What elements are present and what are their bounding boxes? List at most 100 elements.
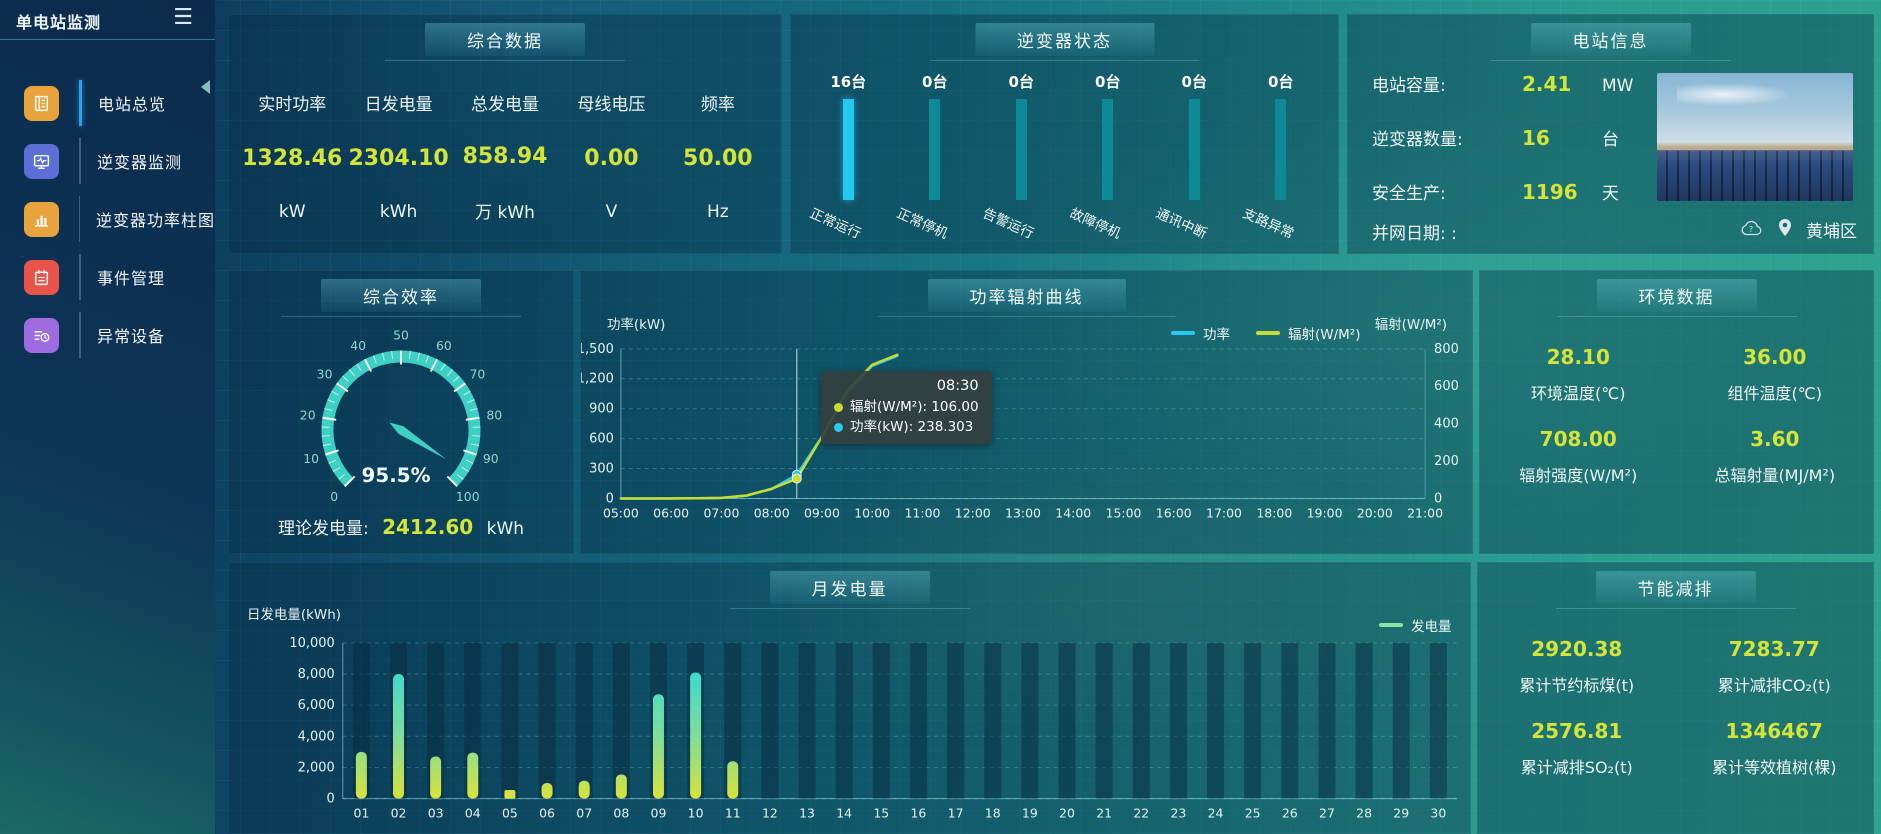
gauge-tick (465, 459, 474, 464)
gauge-tick (466, 399, 475, 404)
sidebar-item-label: 逆变器功率柱图 (95, 211, 215, 230)
environment-cell-label: 组件温度(℃) (1727, 384, 1822, 403)
y-tick: 10,000 (289, 636, 334, 651)
bar-02[interactable] (393, 674, 405, 799)
panel-environment: 环境数据 28.10 环境温度(℃) 36.00 组件温度(℃) 708.00 辐射强度(… (1479, 270, 1874, 554)
gauge-tick (327, 399, 336, 404)
environment-cell-value: 36.00 (1743, 345, 1807, 369)
sidebar-item-label: 电站总览 (98, 95, 167, 114)
gauge-tick (463, 390, 471, 396)
legend-entry[interactable]: 发电量 (1379, 615, 1452, 635)
bar-05[interactable] (504, 790, 516, 799)
bar-06[interactable] (541, 783, 553, 799)
location-pin-icon[interactable] (1778, 218, 1792, 241)
inverter-count: 0台 (1095, 73, 1121, 91)
bar-09[interactable] (652, 694, 664, 799)
gauge-tick (471, 443, 480, 447)
environment-cell-label: 辐射强度(W/M²) (1519, 466, 1638, 485)
inverter-status-label: 正常运行 (807, 205, 864, 243)
legend-entry[interactable]: 辐射(W/M²) (1256, 323, 1361, 343)
bar-11[interactable] (727, 761, 739, 799)
x-tick: 15:00 (1106, 505, 1142, 520)
panel-inverter-status: 逆变器状态 16台 正常运行 0台 正常停机 0台 告警运行 0台 故障停机 0台 通讯中断 0台支… (790, 14, 1339, 254)
metric-unit: 万 kWh (475, 202, 535, 223)
bar-shadow (1207, 642, 1225, 799)
panel-energy-savings: 节能减排 2920.38 累计节约标煤(t) 7283.77 累计减排CO₂(t) 25… (1477, 562, 1874, 834)
gauge-tick-label: 0 (330, 489, 338, 504)
metric-label: 总发电量 (471, 94, 540, 115)
environment-cell-value: 28.10 (1546, 345, 1610, 369)
power-radiation-chart[interactable]: 1,5001,2009006003000800600400200005:0006… (581, 271, 1472, 554)
weather-cloud-icon[interactable]: ? (1740, 219, 1764, 241)
bar-shadow (909, 642, 927, 799)
y-tick: 2,000 (298, 760, 335, 775)
gauge-tick-label: 40 (350, 338, 366, 353)
gauge-tick (348, 369, 355, 376)
station-info-row: 安全生产: 1196 天 (1372, 179, 1672, 233)
y-left-tick: 1,500 (581, 342, 614, 357)
inverter-status-column: 16台 正常运行 (805, 71, 892, 249)
station-info-row: 电站容量: 2.41 MW (1372, 71, 1672, 125)
menu-item-divider (79, 196, 80, 242)
bar-07[interactable] (578, 780, 590, 799)
x-tick: 05 (502, 806, 518, 821)
sidebar-item-3[interactable]: 逆变器功率柱图 (0, 190, 215, 248)
bar-shadow (984, 642, 1002, 799)
environment-cell: 36.00 组件温度(℃) (1677, 337, 1874, 417)
x-tick: 14 (836, 806, 852, 821)
gauge-tick (336, 382, 349, 393)
x-tick: 29 (1393, 806, 1409, 821)
sidebar-item-5[interactable]: 异常设备 (0, 306, 215, 364)
menu-toggle-icon[interactable]: ☰ (173, 5, 193, 30)
middle-row: 综合效率 0 10 20 30 40 50 60 70 80 90 100 95.5% 理论发电量: … (228, 270, 1874, 554)
bar-10[interactable] (690, 672, 702, 799)
gauge-tick (324, 408, 333, 412)
gauge-tick (461, 467, 470, 473)
inverter-status-label: 告警运行 (980, 205, 1037, 243)
gauge-tick (363, 358, 373, 373)
panel-station-info: 电站信息 电站容量: 2.41 MW 逆变器数量: 16 台安全生产: 1196 天 并网日期… (1347, 14, 1874, 254)
bar-shadow (724, 642, 742, 799)
sidebar: 单电站监测 ☰ 电站总览逆变器监测逆变器功率柱图事件管理 异常设备 (0, 0, 215, 834)
metric-column: 母线电压 0.00 V (558, 67, 664, 245)
gauge-tick-label: 10 (303, 451, 319, 466)
sidebar-header: 单电站监测 ☰ (0, 0, 215, 40)
legend-entry[interactable]: 功率 (1171, 323, 1230, 343)
station-info-unit: 天 (1602, 184, 1619, 204)
x-tick: 24 (1208, 806, 1224, 821)
monthly-energy-chart[interactable]: 10,000 8,000 6,000 4,000 2,000 0 日发电量(kWh) 01 02… (229, 563, 1470, 834)
inverter-status-bar (842, 99, 854, 200)
sidebar-collapse-arrow[interactable] (201, 80, 210, 94)
y-tick: 6,000 (298, 698, 335, 713)
bar-shadow (1281, 642, 1299, 799)
menu-item-divider (79, 254, 81, 300)
gauge-tick (453, 382, 466, 393)
inverter-status-bars: 16台 正常运行 0台 正常停机 0台 告警运行 0台 故障停机 0台 通讯中断 0台 支路异常 (805, 71, 1324, 249)
sidebar-item-1[interactable]: 电站总览 (0, 74, 215, 132)
environment-cell-label: 环境温度(℃) (1531, 384, 1626, 403)
savings-cell: 1346467 累计等效植树(棵) (1676, 711, 1874, 791)
bar-04[interactable] (467, 752, 479, 799)
app-title: 单电站监测 (16, 13, 102, 32)
x-tick: 10 (688, 806, 704, 821)
metric-unit: kWh (379, 201, 418, 222)
sidebar-item-4[interactable]: 事件管理 (0, 248, 215, 306)
bar-03[interactable] (430, 756, 442, 799)
bar-01[interactable] (355, 751, 367, 799)
gauge-tick (322, 443, 331, 447)
station-info-bottom: 并网日期: : ? 黄埔区 (1348, 217, 1873, 244)
device-icon (24, 317, 59, 353)
y-left-tick: 1,200 (581, 372, 614, 387)
monthly-legend[interactable]: 发电量 (1379, 615, 1452, 635)
power-radiation-legend[interactable]: 功率 辐射(W/M²) (1171, 323, 1361, 343)
metric-label: 频率 (700, 95, 735, 116)
overview-metrics: 实时功率 1328.46 kW 日发电量 2304.10 kWh 总发电量 858.94 万 k… (239, 67, 771, 245)
bar-08[interactable] (615, 774, 627, 799)
x-tick: 20:00 (1357, 505, 1393, 520)
savings-cell-value: 2576.81 (1531, 719, 1623, 743)
sidebar-item-2[interactable]: 逆变器监测 (0, 132, 215, 190)
y-left-axis-title: 功率(kW) (607, 316, 666, 333)
bar-shadow (1355, 642, 1373, 799)
location-name[interactable]: 黄埔区 (1806, 222, 1857, 242)
x-tick: 16:00 (1156, 505, 1192, 520)
